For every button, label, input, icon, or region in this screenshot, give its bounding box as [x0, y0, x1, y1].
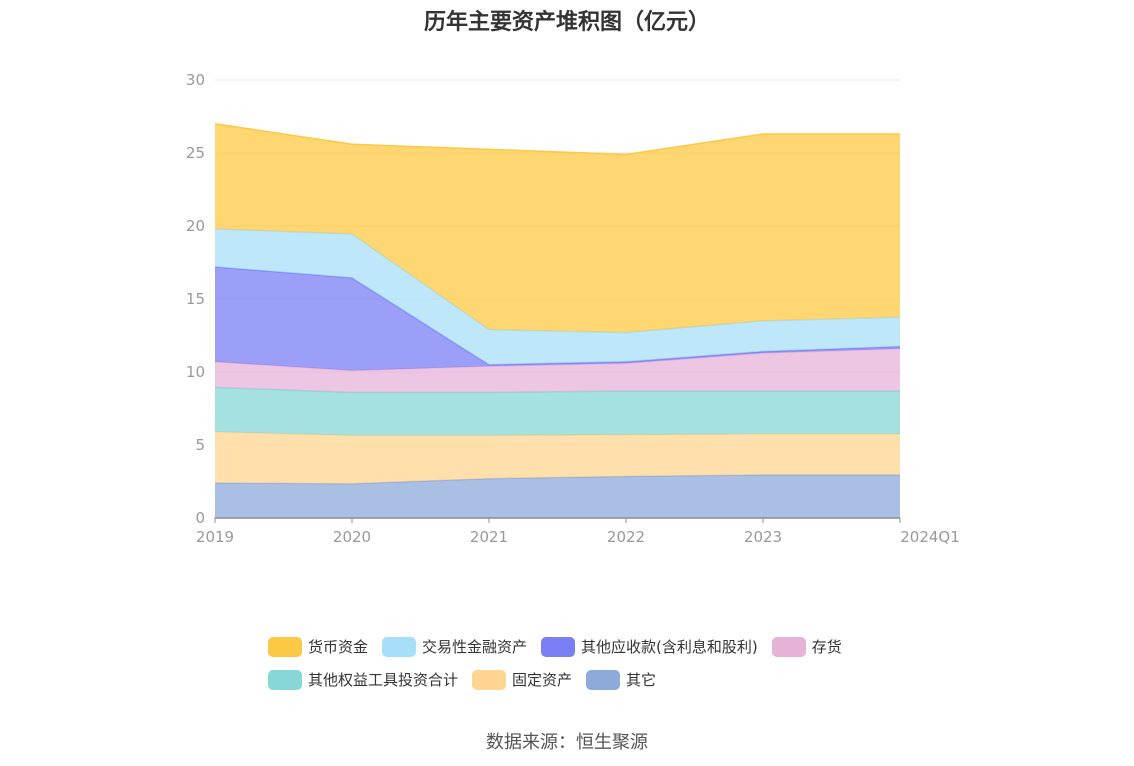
x-tick-label-4: 2023 [744, 528, 782, 546]
legend-item-inventory[interactable]: 存货 [771, 636, 842, 657]
legend-label-inventory: 存货 [811, 638, 842, 656]
y-tick-label-25: 25 [186, 144, 205, 162]
stacked-area-chart: 0 5 10 15 20 25 30 2019 2020 2021 2022 2023 2024Q1 [186, 71, 960, 546]
legend-item-other-receivables[interactable]: 其他应收款(含利息和股利) [541, 636, 758, 657]
area-series-4 [215, 266, 900, 371]
legend-item-other-equity-instruments[interactable]: 其他权益工具投资合计 [268, 669, 458, 690]
legend-item-trading-financial-assets[interactable]: 交易性金融资产 [382, 636, 527, 657]
legend-swatch-fixed-assets [472, 669, 507, 690]
y-tick-label-30: 30 [186, 71, 205, 89]
legend-item-others[interactable]: 其它 [586, 669, 656, 690]
chart-legend: 货币资金 交易性金融资产 其他应收款(含利息和股利) 存货 其他权益工具投资合计… [268, 630, 908, 696]
legend-label-cash: 货币资金 [308, 638, 369, 656]
legend-label-others: 其它 [626, 671, 657, 689]
y-tick-label-10: 10 [186, 363, 205, 381]
legend-swatch-other-receivables [541, 636, 576, 657]
area-series-3 [215, 348, 900, 393]
area-series-top-line-6 [214, 123, 900, 156]
legend-label-trading-financial-assets: 交易性金融资产 [422, 638, 528, 656]
area-series-6 [215, 123, 900, 333]
legend-swatch-others [586, 669, 621, 690]
area-series-5 [215, 228, 900, 365]
x-tick-label-5: 2024Q1 [900, 528, 960, 546]
legend-swatch-inventory [771, 636, 806, 657]
y-tick-label-20: 20 [186, 217, 205, 235]
data-source-note: 数据来源：恒生聚源 [486, 732, 648, 753]
legend-swatch-cash [268, 636, 302, 657]
legend-label-other-receivables: 其他应收款(含利息和股利) [581, 638, 758, 656]
legend-swatch-trading-financial-assets [382, 636, 417, 657]
legend-label-other-equity-instruments: 其他权益工具投资合计 [308, 671, 459, 689]
x-tick-label-3: 2022 [607, 528, 645, 546]
legend-swatch-other-equity-instruments [268, 669, 302, 690]
area-series-0 [215, 474, 900, 518]
legend-row-2: 其他权益工具投资合计 固定资产 其它 [268, 663, 908, 696]
chart-title: 历年主要资产堆积图（亿元） [423, 10, 710, 35]
area-series-2 [215, 387, 900, 436]
legend-label-fixed-assets: 固定资产 [512, 671, 573, 689]
x-tick-label-2: 2021 [470, 528, 508, 546]
area-series-1 [215, 431, 900, 484]
legend-row-1: 货币资金 交易性金融资产 其他应收款(含利息和股利) 存货 [268, 630, 908, 663]
x-tick-label-0: 2019 [196, 528, 234, 546]
x-tick-label-1: 2020 [333, 528, 371, 546]
y-tick-label-15: 15 [186, 290, 205, 308]
y-tick-label-5: 5 [195, 436, 205, 454]
legend-item-cash[interactable]: 货币资金 [268, 636, 368, 657]
y-tick-label-0: 0 [195, 509, 205, 527]
legend-item-fixed-assets[interactable]: 固定资产 [472, 669, 572, 690]
